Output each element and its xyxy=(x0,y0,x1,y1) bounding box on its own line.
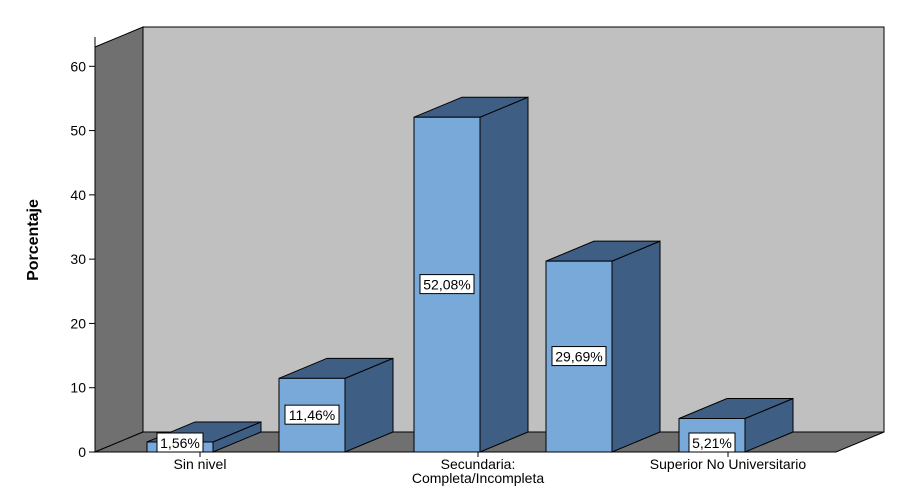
bar-label-box xyxy=(419,274,475,295)
bar-side xyxy=(479,96,529,453)
y-tick-label: 0 xyxy=(78,444,86,460)
y-tick-label: 10 xyxy=(70,380,86,396)
bar-label-text: 11,46% xyxy=(289,407,335,423)
bar: 29,69% xyxy=(545,240,661,453)
x-tick-label: Secundaria: xyxy=(441,456,516,472)
bar-value-label: 1,56% xyxy=(156,432,204,453)
x-axis: Sin nivel Secundaria:Completa/Incompleta S… xyxy=(95,451,836,486)
bar-label-text: 52,08% xyxy=(423,277,470,293)
bar-label-text: 5,21% xyxy=(692,435,732,451)
bar-value-label: 29,69% xyxy=(551,346,607,367)
bar: 5,21% xyxy=(678,397,794,453)
y-tick-label: 30 xyxy=(70,251,86,267)
x-tick-label: Sin nivel xyxy=(174,456,227,472)
bar-label-text: 1,56% xyxy=(160,435,200,451)
bar-label-box xyxy=(284,404,340,425)
y-tick-label: 40 xyxy=(70,187,86,203)
x-tick-label: Completa/Incompleta xyxy=(412,470,545,486)
bar-label-text: 29,69% xyxy=(555,349,602,365)
left-wall xyxy=(94,26,144,453)
bar-value-label: 11,46% xyxy=(284,404,340,425)
bars: 1,56% 11,46% 52,08% 29,69% 5,21% xyxy=(146,96,794,453)
bar: 11,46% xyxy=(278,357,394,453)
bar: 52,08% xyxy=(413,96,529,453)
y-tick-label: 50 xyxy=(70,123,86,139)
bar-value-label: 5,21% xyxy=(688,432,736,453)
bar: 1,56% xyxy=(146,421,262,453)
bar-label-box xyxy=(551,346,607,367)
y-tick-label: 20 xyxy=(70,315,86,331)
y-tick-label: 60 xyxy=(70,58,86,74)
y-axis-label: Porcentaje xyxy=(25,199,42,281)
y-axis: 0 10 20 30 40 50 60 xyxy=(70,37,96,460)
bar-value-label: 52,08% xyxy=(419,274,475,295)
x-tick-label: Superior No Universitario xyxy=(650,456,807,472)
bar-side xyxy=(611,240,661,453)
